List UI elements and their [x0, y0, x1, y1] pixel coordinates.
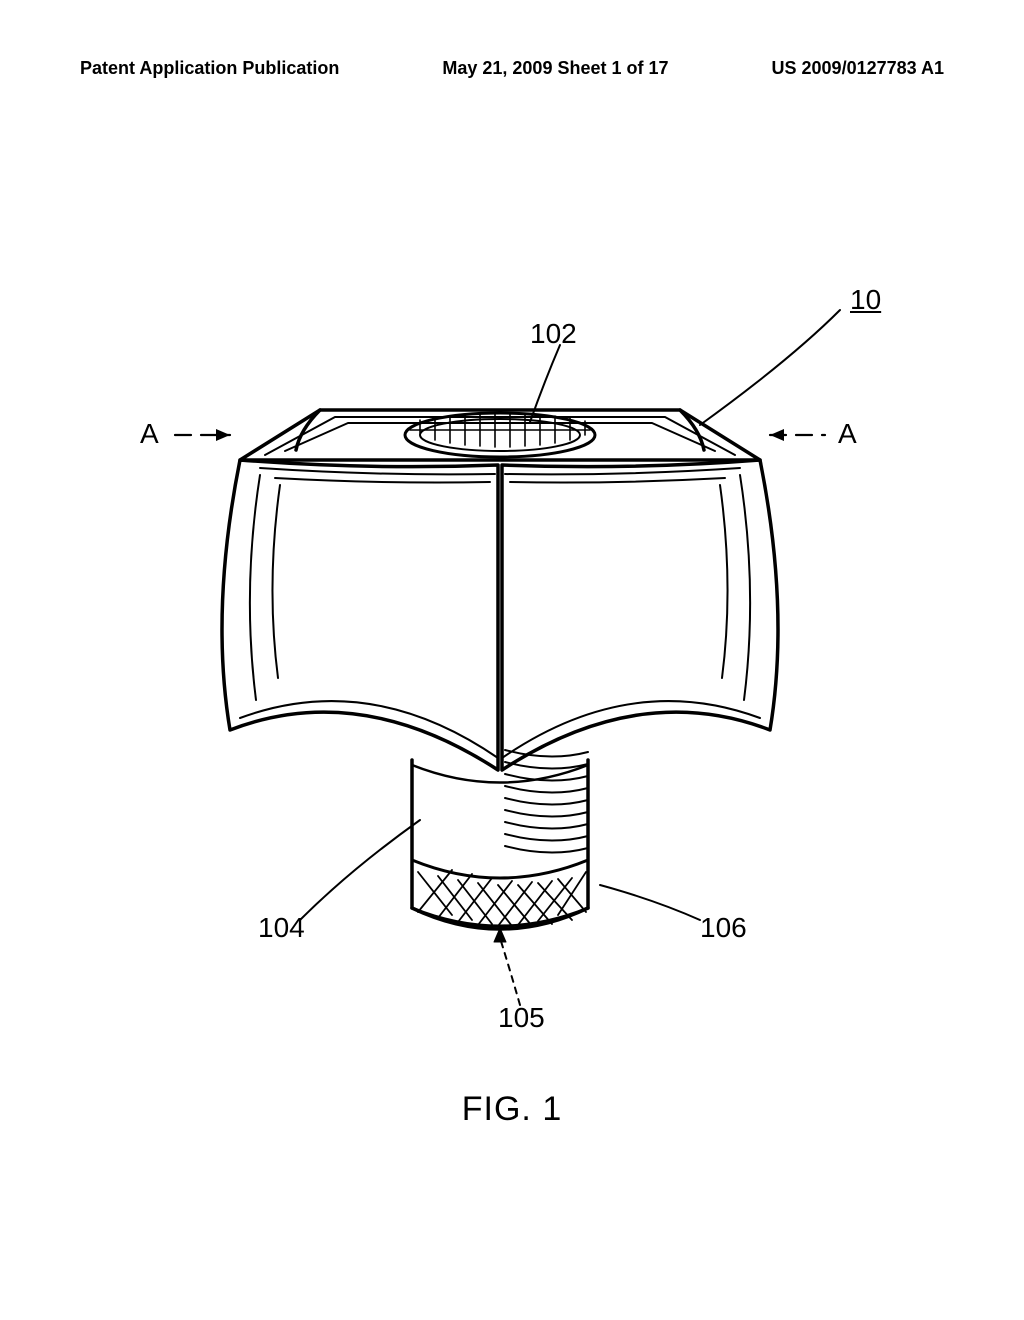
ref-104: 104 [258, 912, 305, 944]
header-left: Patent Application Publication [80, 58, 339, 79]
header-right: US 2009/0127783 A1 [772, 58, 944, 79]
patent-figure-svg [0, 260, 1024, 1020]
ref-102: 102 [530, 318, 577, 350]
ref-106: 106 [700, 912, 747, 944]
page-header: Patent Application Publication May 21, 2… [0, 58, 1024, 79]
section-a-left: A [140, 418, 159, 450]
ref-105: 105 [498, 1002, 545, 1034]
ref-10: 10 [850, 284, 881, 316]
section-a-right: A [838, 418, 857, 450]
page: Patent Application Publication May 21, 2… [0, 0, 1024, 1320]
figure-area: A A 10 102 104 106 105 [0, 260, 1024, 1020]
figure-caption: FIG. 1 [462, 1090, 562, 1129]
header-center: May 21, 2009 Sheet 1 of 17 [442, 58, 668, 79]
